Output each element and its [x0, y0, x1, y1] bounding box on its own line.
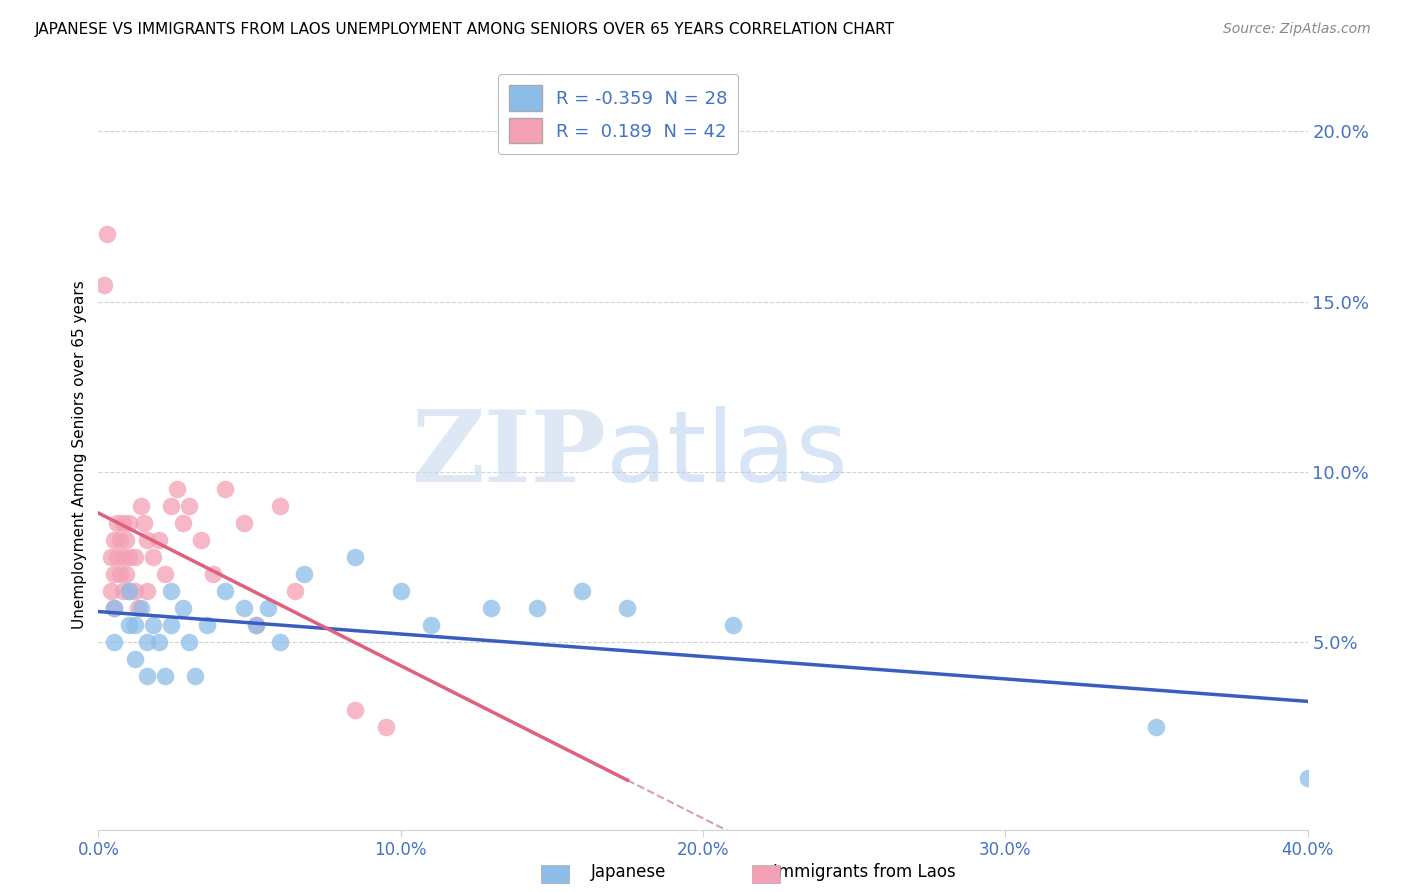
- Point: [160, 618, 183, 632]
- Point: [232, 601, 254, 615]
- Point: [103, 601, 125, 615]
- Point: [129, 499, 152, 513]
- Point: [103, 567, 125, 582]
- Point: [256, 601, 278, 615]
- Point: [184, 669, 207, 683]
- Point: [245, 618, 267, 632]
- Point: [344, 703, 367, 717]
- Point: [135, 635, 157, 649]
- Text: Japanese: Japanese: [591, 863, 666, 881]
- Text: JAPANESE VS IMMIGRANTS FROM LAOS UNEMPLOYMENT AMONG SENIORS OVER 65 YEARS CORREL: JAPANESE VS IMMIGRANTS FROM LAOS UNEMPLO…: [35, 22, 896, 37]
- Point: [153, 567, 176, 582]
- Point: [114, 533, 136, 547]
- Point: [292, 567, 315, 582]
- Point: [723, 618, 745, 632]
- Point: [269, 499, 291, 513]
- Point: [100, 584, 122, 599]
- Point: [108, 533, 131, 547]
- Point: [179, 635, 201, 649]
- Legend: R = -0.359  N = 28, R =  0.189  N = 42: R = -0.359 N = 28, R = 0.189 N = 42: [498, 74, 738, 154]
- Point: [118, 516, 141, 530]
- Point: [195, 618, 218, 632]
- Point: [129, 601, 152, 615]
- Text: ZIP: ZIP: [412, 407, 606, 503]
- Point: [124, 652, 146, 666]
- Point: [420, 618, 443, 632]
- Point: [118, 584, 141, 599]
- Point: [124, 618, 146, 632]
- Point: [103, 533, 125, 547]
- Point: [153, 669, 176, 683]
- Point: [111, 516, 134, 530]
- Point: [103, 601, 125, 615]
- Point: [108, 567, 131, 582]
- Text: Immigrants from Laos: Immigrants from Laos: [773, 863, 956, 881]
- Point: [127, 601, 149, 615]
- Point: [389, 584, 412, 599]
- Point: [142, 550, 165, 565]
- Point: [344, 550, 367, 565]
- Point: [118, 584, 141, 599]
- Point: [93, 277, 115, 292]
- Point: [111, 584, 134, 599]
- Point: [103, 635, 125, 649]
- Text: atlas: atlas: [606, 407, 848, 503]
- Point: [114, 567, 136, 582]
- Point: [374, 720, 396, 734]
- Y-axis label: Unemployment Among Seniors over 65 years: Unemployment Among Seniors over 65 years: [72, 281, 87, 629]
- Point: [100, 550, 122, 565]
- Point: [616, 601, 638, 615]
- Point: [232, 516, 254, 530]
- Point: [269, 635, 291, 649]
- Point: [160, 499, 183, 513]
- Point: [148, 533, 170, 547]
- Point: [571, 584, 593, 599]
- Point: [142, 618, 165, 632]
- Point: [118, 550, 141, 565]
- Point: [214, 482, 236, 496]
- Point: [526, 601, 548, 615]
- Point: [1144, 720, 1167, 734]
- Point: [105, 550, 128, 565]
- Point: [172, 516, 194, 530]
- Point: [172, 601, 194, 615]
- Point: [190, 533, 212, 547]
- Point: [214, 584, 236, 599]
- Point: [132, 516, 155, 530]
- Point: [124, 584, 146, 599]
- Point: [105, 516, 128, 530]
- Point: [118, 618, 141, 632]
- Point: [245, 618, 267, 632]
- Point: [135, 584, 157, 599]
- Point: [202, 567, 225, 582]
- Point: [284, 584, 307, 599]
- Point: [135, 669, 157, 683]
- Point: [1296, 772, 1319, 786]
- Text: Source: ZipAtlas.com: Source: ZipAtlas.com: [1223, 22, 1371, 37]
- Point: [111, 550, 134, 565]
- Point: [148, 635, 170, 649]
- Point: [160, 584, 183, 599]
- Point: [481, 601, 503, 615]
- Point: [179, 499, 201, 513]
- Point: [124, 550, 146, 565]
- Point: [96, 227, 118, 241]
- Point: [166, 482, 188, 496]
- Point: [135, 533, 157, 547]
